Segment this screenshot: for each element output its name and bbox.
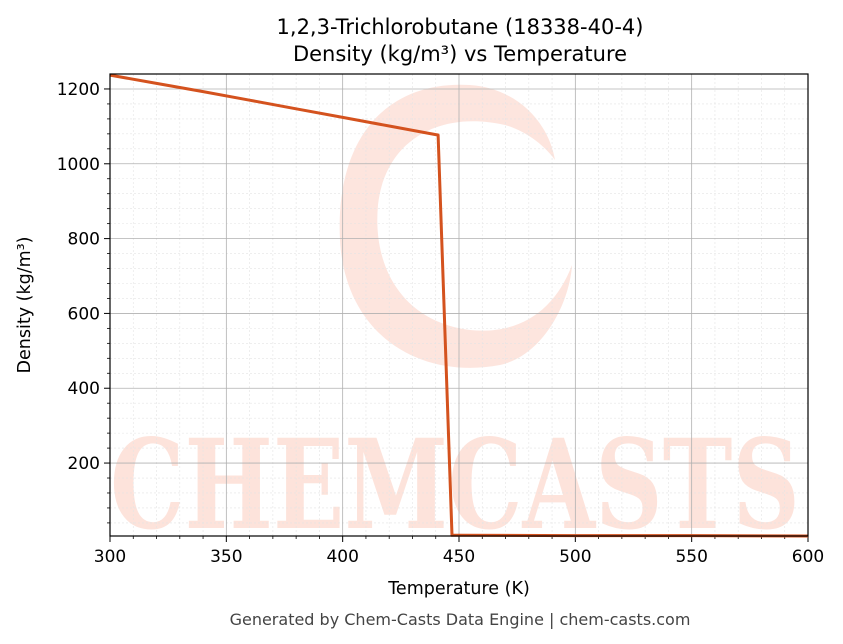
y-tick-label: 400 [68,379,100,399]
ticks: 300 350 400 450 500 550 600 200 400 600 800 1000 120… [57,80,824,567]
y-tick-label: 800 [68,230,100,250]
x-tick-label: 500 [559,547,591,567]
x-tick-label: 450 [443,547,475,567]
x-tick-label: 550 [675,547,707,567]
x-tick-label: 600 [792,547,824,567]
y-tick-label: 1200 [57,80,100,100]
plot-frame [109,73,809,537]
x-tick-label: 300 [94,547,126,567]
footer-credit: Generated by Chem-Casts Data Engine | ch… [230,610,691,629]
grid [109,74,809,536]
x-tick-label: 400 [326,547,358,567]
watermark: CHEMCASTS [110,84,800,558]
chart-subtitle: Density (kg/m³) vs Temperature [293,42,627,66]
y-tick-label: 1000 [57,155,100,175]
chart-title: 1,2,3-Trichlorobutane (18338-40-4) [277,15,644,39]
y-tick-label: 200 [68,454,100,474]
y-tick-label: 600 [68,304,100,324]
x-axis-label: Temperature (K) [387,579,530,599]
watermark-swirl [339,84,572,368]
y-axis-label: Density (kg/m³) [15,237,35,374]
x-tick-label: 350 [210,547,242,567]
